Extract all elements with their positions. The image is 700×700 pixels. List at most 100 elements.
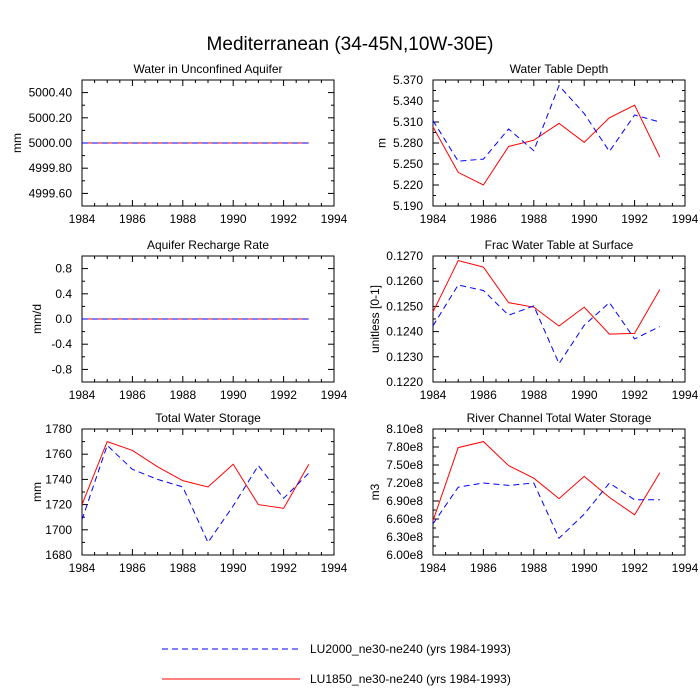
panel-river-channel-total-water-storage-ytick-label: 6.00e8 xyxy=(386,548,423,562)
panel-river-channel-total-water-storage-series-lu2000-line xyxy=(432,482,660,540)
panel-water-table-depth-ytick-label: 5.250 xyxy=(393,157,423,171)
panel-aquifer-recharge-rate-ytick-label: 0.0 xyxy=(55,312,72,326)
panel-river-channel-total-water-storage: River Channel Total Water Storage 1984 198… xyxy=(368,411,699,575)
panel-water-in-unconfined-aquifer-xtick-label: 1994 xyxy=(321,212,348,226)
panel-water-table-depth: Water Table Depth 1984 1986 1988 1990 1992 199… xyxy=(375,62,699,226)
panel-water-table-depth-xtick-label: 1990 xyxy=(571,212,598,226)
panel-water-in-unconfined-aquifer-ytick-label: 5000.20 xyxy=(29,111,73,125)
legend-item-lu2000: LU2000_ne30-ne240 (yrs 1984-1993) xyxy=(162,642,511,656)
panel-water-table-depth-ytick-label: 5.220 xyxy=(393,178,423,192)
panel-aquifer-recharge-rate-xtick-label: 1994 xyxy=(321,388,348,402)
panel-water-in-unconfined-aquifer-ytick-label: 5000.40 xyxy=(29,86,73,100)
panel-total-water-storage-ytick-label: 1760 xyxy=(45,447,72,461)
panel-frac-water-table-at-surface-series-lu1850-line xyxy=(432,259,661,335)
panel-river-channel-total-water-storage-xtick-label: 1994 xyxy=(672,561,699,575)
panel-river-channel-total-water-storage-ytick-label: 6.60e8 xyxy=(386,512,423,526)
panel-water-in-unconfined-aquifer: Water in Unconfined Aquifer 1984 1986 1988 1… xyxy=(10,62,348,226)
panel-total-water-storage-ytick-label: 1700 xyxy=(45,523,72,537)
panel-river-channel-total-water-storage-xtick-label: 1990 xyxy=(571,561,598,575)
panel-water-table-depth-ytick-label: 5.340 xyxy=(393,94,423,108)
panel-total-water-storage-ytick-label: 1720 xyxy=(45,498,72,512)
panel-aquifer-recharge-rate-xtick-label: 1990 xyxy=(220,388,247,402)
panel-aquifer-recharge-rate-xtick-label: 1986 xyxy=(119,388,146,402)
panel-aquifer-recharge-rate-xtick-label: 1984 xyxy=(69,388,96,402)
panel-river-channel-total-water-storage-ytick-label: 6.90e8 xyxy=(386,494,423,508)
panel-frac-water-table-at-surface-xtick-label: 1994 xyxy=(672,388,699,402)
panel-water-in-unconfined-aquifer-xtick-label: 1990 xyxy=(220,212,247,226)
figure-title: Mediterranean (34-45N,10W-30E) xyxy=(207,34,494,55)
panel-total-water-storage-ylabel: mm xyxy=(30,482,44,502)
panel-total-water-storage-xtick-label: 1992 xyxy=(270,561,297,575)
panel-total-water-storage-xtick-label: 1986 xyxy=(119,561,146,575)
panel-total-water-storage-title: Total Water Storage xyxy=(155,411,261,425)
panel-frac-water-table-at-surface-ytick-label: 0.1220 xyxy=(386,375,423,389)
panel-water-table-depth-xtick-label: 1988 xyxy=(520,212,547,226)
panel-river-channel-total-water-storage-ytick-label: 8.10e8 xyxy=(386,422,423,436)
panel-water-table-depth-series-lu1850-line xyxy=(432,104,661,186)
panel-total-water-storage-series-lu2000-line xyxy=(81,444,310,544)
panel-frac-water-table-at-surface-title: Frac Water Table at Surface xyxy=(485,238,634,252)
panel-water-table-depth-series-lu2000-line xyxy=(432,84,660,162)
panel-water-in-unconfined-aquifer-ytick-label: 5000.00 xyxy=(29,136,73,150)
panel-aquifer-recharge-rate-ylabel: mm/d xyxy=(30,304,44,334)
legend-label-lu2000: LU2000_ne30-ne240 (yrs 1984-1993) xyxy=(310,642,511,656)
panel-total-water-storage-ytick-label: 1680 xyxy=(45,548,72,562)
panel-water-table-depth-xtick-label: 1994 xyxy=(672,212,699,226)
panel-total-water-storage-xtick-label: 1988 xyxy=(169,561,196,575)
panel-total-water-storage: Total Water Storage 1984 1986 1988 1990 1992 1… xyxy=(30,411,347,575)
panel-water-table-depth-xtick-label: 1992 xyxy=(621,212,648,226)
legend-label-lu1850: LU1850_ne30-ne240 (yrs 1984-1993) xyxy=(310,672,511,686)
panel-water-in-unconfined-aquifer-ylabel: mm xyxy=(10,133,24,153)
panel-water-table-depth-frame xyxy=(432,79,686,207)
panel-total-water-storage-xtick-label: 1994 xyxy=(321,561,348,575)
legend-item-lu1850: LU1850_ne30-ne240 (yrs 1984-1993) xyxy=(162,672,511,686)
panel-river-channel-total-water-storage-series-lu1850-line xyxy=(432,441,661,521)
panel-water-in-unconfined-aquifer-ytick-label: 4999.60 xyxy=(29,186,73,200)
panel-river-channel-total-water-storage-xtick-label: 1984 xyxy=(420,561,447,575)
panel-frac-water-table-at-surface-xtick-label: 1986 xyxy=(470,388,497,402)
panel-water-in-unconfined-aquifer-xtick-label: 1986 xyxy=(119,212,146,226)
panel-river-channel-total-water-storage-ytick-label: 7.20e8 xyxy=(386,476,423,490)
legend: LU2000_ne30-ne240 (yrs 1984-1993) LU1850_… xyxy=(162,642,511,686)
panel-frac-water-table-at-surface-xtick-label: 1992 xyxy=(621,388,648,402)
panel-frac-water-table-at-surface-xtick-label: 1984 xyxy=(420,388,447,402)
panel-frac-water-table-at-surface-series-lu2000-line xyxy=(432,284,661,365)
panel-aquifer-recharge-rate-ytick-label: 0.4 xyxy=(55,287,72,301)
panel-water-table-depth-ytick-label: 5.310 xyxy=(393,115,423,129)
panel-water-table-depth-ytick-label: 5.370 xyxy=(393,73,423,87)
panel-total-water-storage-series-lu1850-line xyxy=(81,440,310,509)
panel-river-channel-total-water-storage-ytick-label: 7.80e8 xyxy=(386,440,423,454)
panel-river-channel-total-water-storage-xtick-label: 1986 xyxy=(470,561,497,575)
panel-river-channel-total-water-storage-xtick-label: 1988 xyxy=(520,561,547,575)
panel-frac-water-table-at-surface-ytick-label: 0.1270 xyxy=(386,249,423,263)
panel-water-table-depth-ytick-label: 5.190 xyxy=(393,199,423,213)
panel-water-table-depth-ytick-label: 5.280 xyxy=(393,136,423,150)
panel-frac-water-table-at-surface-ytick-label: 0.1230 xyxy=(386,350,423,364)
panel-total-water-storage-frame xyxy=(81,428,335,556)
panel-aquifer-recharge-rate-ytick-label: -0.4 xyxy=(51,337,72,351)
panel-river-channel-total-water-storage-ylabel: m3 xyxy=(368,483,382,500)
panel-river-channel-total-water-storage-ytick-label: 7.50e8 xyxy=(386,458,423,472)
panel-water-in-unconfined-aquifer-title: Water in Unconfined Aquifer xyxy=(134,62,283,76)
panel-water-in-unconfined-aquifer-xtick-label: 1992 xyxy=(270,212,297,226)
panel-frac-water-table-at-surface-ylabel: unitless [0-1] xyxy=(368,285,382,353)
panel-aquifer-recharge-rate-xtick-label: 1992 xyxy=(270,388,297,402)
panel-water-in-unconfined-aquifer-xtick-label: 1984 xyxy=(69,212,96,226)
panel-water-table-depth-xtick-label: 1986 xyxy=(470,212,497,226)
panel-water-in-unconfined-aquifer-ytick-label: 4999.80 xyxy=(29,161,73,175)
panel-aquifer-recharge-rate-xtick-label: 1988 xyxy=(169,388,196,402)
panel-aquifer-recharge-rate: Aquifer Recharge Rate 1984 1986 1988 1990 199… xyxy=(30,238,347,402)
panel-frac-water-table-at-surface-ytick-label: 0.1250 xyxy=(386,299,423,313)
panel-water-table-depth-xtick-label: 1984 xyxy=(420,212,447,226)
panel-river-channel-total-water-storage-frame xyxy=(432,428,686,556)
panel-total-water-storage-xtick-label: 1984 xyxy=(69,561,96,575)
panel-total-water-storage-ytick-label: 1780 xyxy=(45,422,72,436)
panel-aquifer-recharge-rate-ytick-label: -0.8 xyxy=(51,362,72,376)
panel-total-water-storage-xtick-label: 1990 xyxy=(220,561,247,575)
panel-river-channel-total-water-storage-ytick-label: 6.30e8 xyxy=(386,530,423,544)
panel-river-channel-total-water-storage-xtick-label: 1992 xyxy=(621,561,648,575)
panel-total-water-storage-ytick-label: 1740 xyxy=(45,472,72,486)
panels: Water in Unconfined Aquifer 1984 1986 1988 1… xyxy=(10,62,699,575)
panel-frac-water-table-at-surface-ytick-label: 0.1240 xyxy=(386,325,423,339)
